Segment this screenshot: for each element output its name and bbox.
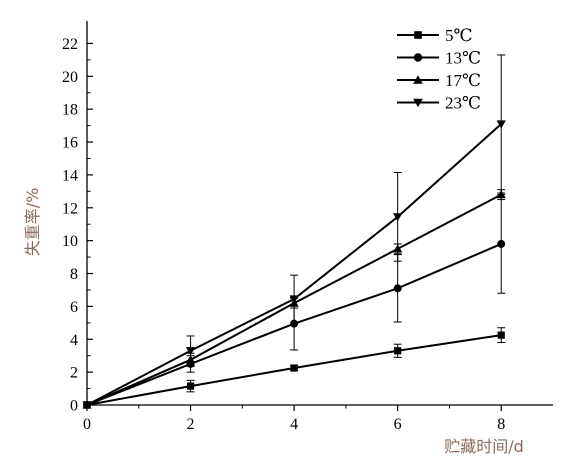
legend-item-2: 17℃ [397,71,481,90]
data-point [497,331,505,339]
legend-marker [413,75,423,84]
legend-marker [413,53,423,62]
data-point [496,190,506,199]
data-point [497,239,506,248]
data-point [185,347,196,356]
y-tick-label: 0 [70,398,78,415]
data-point [82,401,92,410]
legend-label: 23℃ [445,94,481,113]
data-point [393,213,403,222]
x-tick-label: 2 [187,416,195,433]
y-tick-label: 2 [70,365,78,382]
x-tick-label: 4 [290,416,298,433]
y-tick-label: 10 [62,233,78,250]
y-tick-label: 12 [62,200,78,217]
legend-item-3: 23℃ [397,94,481,113]
x-tick-label: 0 [83,416,91,433]
legend-marker [414,31,422,39]
axes: 0 2 4 6 8 10 12 14 16 18 20 22 0 2 4 6 8 [62,21,553,433]
legend-item-1: 13℃ [397,49,481,68]
y-tick-label: 6 [70,299,78,316]
series-layer [82,54,506,410]
series-line [86,123,502,406]
y-tick-label: 16 [62,135,78,152]
y-tick-label: 18 [62,102,78,119]
y-tick-label: 14 [62,167,78,184]
series-0 [83,327,506,409]
y-axis-title: 失重率/% [23,188,42,257]
y-tick-label: 20 [62,69,78,86]
y-tick-label: 4 [70,332,78,349]
x-axis-title: 贮藏时间/d [444,437,524,456]
data-point [496,120,506,129]
series-3 [82,54,506,410]
data-point [186,382,195,390]
y-tick-label: 22 [62,36,78,53]
legend-label: 17℃ [445,71,481,90]
x-tick-label: 8 [497,416,505,433]
data-point [394,347,402,355]
x-tick-label: 6 [394,416,402,433]
legend-marker [413,98,423,108]
data-point [289,295,299,304]
legend-item-0: 5℃ [397,26,473,45]
data-point [290,364,298,372]
y-tick-label: 8 [70,266,78,283]
legend: 5℃ 13℃ 17℃ 23℃ [397,26,481,113]
data-point [393,284,402,293]
legend-label: 13℃ [445,49,481,68]
data-point [290,319,299,328]
legend-label: 5℃ [445,26,473,45]
